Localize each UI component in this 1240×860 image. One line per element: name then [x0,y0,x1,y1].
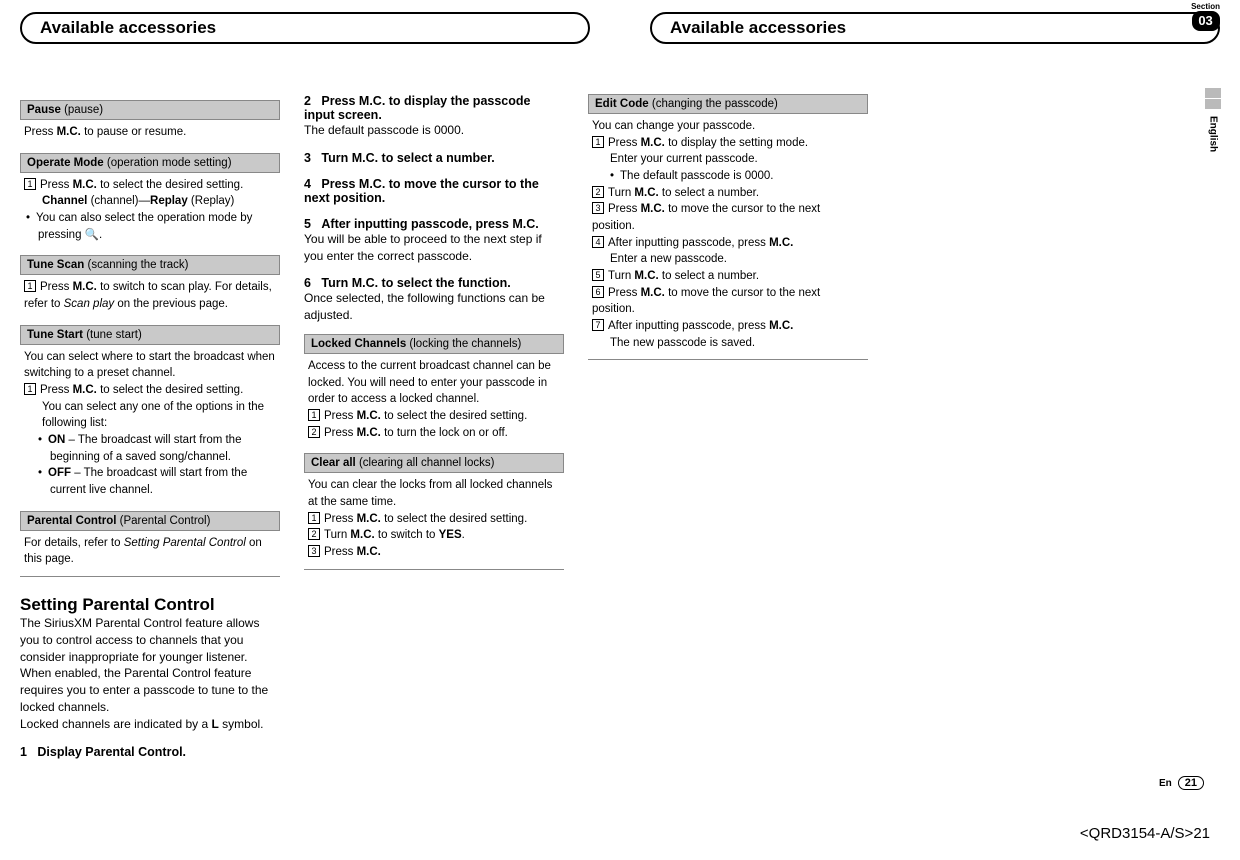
edit-body: You can change your passcode. 1Press M.C… [588,114,868,357]
column-3: Edit Code (changing the passcode) You ca… [588,94,868,759]
header-right: Available accessories [650,12,1220,44]
step-6-body: Once selected, the following functions c… [304,290,564,324]
tunestart-body: You can select where to start the broadc… [20,345,280,505]
step-5: 5 After inputting passcode, press M.C. [304,217,564,231]
step-2-body: The default passcode is 0000. [304,122,564,139]
column-1: Pause (pause) Press M.C. to pause or res… [20,94,280,759]
parental-body: For details, refer to Setting Parental C… [20,531,280,574]
step-5-body: You will be able to proceed to the next … [304,231,564,265]
clear-body: You can clear the locks from all locked … [304,473,564,566]
section-badge: Section 03 [1191,2,1220,31]
edit-title: Edit Code (changing the passcode) [588,94,868,114]
opmode-body: 1Press M.C. to select the desired settin… [20,173,280,250]
step-2: 2 Press M.C. to display the passcode inp… [304,94,564,122]
footer-page-number: En 21 [1159,776,1204,790]
setting-p3: Locked channels are indicated by a L sym… [20,716,280,733]
language-label: English [1208,116,1219,152]
step-6: 6 Turn M.C. to select the function. [304,276,564,290]
setting-heading: Setting Parental Control [20,595,280,615]
column-2: 2 Press M.C. to display the passcode inp… [304,94,564,759]
clear-title: Clear all (clearing all channel locks) [304,453,564,473]
tunescan-body: 1Press M.C. to switch to scan play. For … [20,275,280,318]
footer-doc-code: <QRD3154-A/S>21 [1080,825,1210,842]
tunescan-title: Tune Scan (scanning the track) [20,255,280,275]
opmode-title: Operate Mode (operation mode setting) [20,153,280,173]
language-side-tab: English [1204,88,1222,152]
header-row: Available accessories Available accessor… [20,12,1220,44]
pause-title: Pause (pause) [20,100,280,120]
tunestart-title: Tune Start (tune start) [20,325,280,345]
footer-lang: En [1159,778,1172,789]
header-left: Available accessories [20,12,590,44]
step-4: 4 Press M.C. to move the cursor to the n… [304,177,564,205]
setting-p2: When enabled, the Parental Control featu… [20,665,280,715]
footer-page: 21 [1178,776,1204,790]
pause-body: Press M.C. to pause or resume. [20,120,280,147]
step-1: 1 Display Parental Control. [20,745,280,759]
parental-title: Parental Control (Parental Control) [20,511,280,531]
step-3: 3 Turn M.C. to select a number. [304,151,564,165]
locked-title: Locked Channels (locking the channels) [304,334,564,354]
section-number: 03 [1192,11,1220,31]
section-label: Section [1191,2,1220,11]
locked-body: Access to the current broadcast channel … [304,354,564,447]
setting-p1: The SiriusXM Parental Control feature al… [20,615,280,665]
